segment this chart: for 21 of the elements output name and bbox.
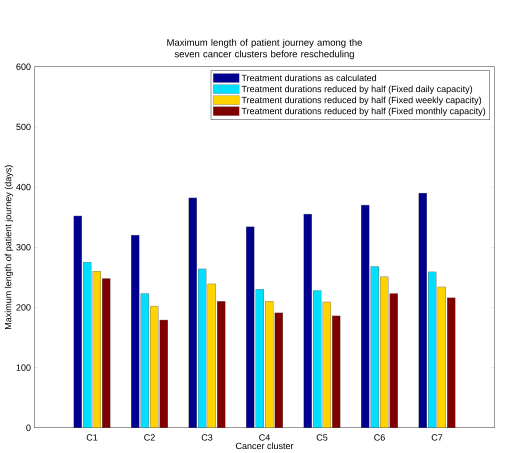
x-axis-title: Cancer cluster	[236, 442, 294, 450]
y-tick-label: 600	[16, 64, 31, 70]
x-tick-label: C3	[202, 434, 212, 441]
x-tick-label: C6	[374, 434, 385, 441]
x-tick-label: C7	[432, 434, 442, 441]
y-tick-label: 100	[16, 364, 31, 371]
legend-label: Treatment durations as calculated	[242, 74, 376, 82]
y-axis-title: Maximum length of patient journey (days)	[4, 165, 14, 330]
legend-label: Treatment durations reduced by half (Fixed daily capacity)	[242, 86, 472, 94]
chart-title: Maximum length of patient journey among the seven cancer clusters before rescheduling	[167, 38, 362, 60]
y-tick-label: 400	[16, 184, 31, 190]
legend-label: Treatment durations reduced by half (Fixed weekly capacity)	[242, 96, 482, 105]
x-tick-label: C2	[144, 434, 155, 441]
y-tick-label: 300	[16, 244, 31, 250]
y-tick-label: 0	[26, 424, 31, 431]
x-tick-label: C5	[316, 434, 328, 441]
x-tick-label: C4	[259, 434, 270, 441]
x-tick-label: C1	[86, 434, 98, 441]
y-tick-label: 500	[16, 124, 31, 130]
legend-label: Treatment durations reduced by half (Fixed monthly capacity)	[242, 108, 486, 116]
y-tick-label: 200	[16, 304, 31, 311]
